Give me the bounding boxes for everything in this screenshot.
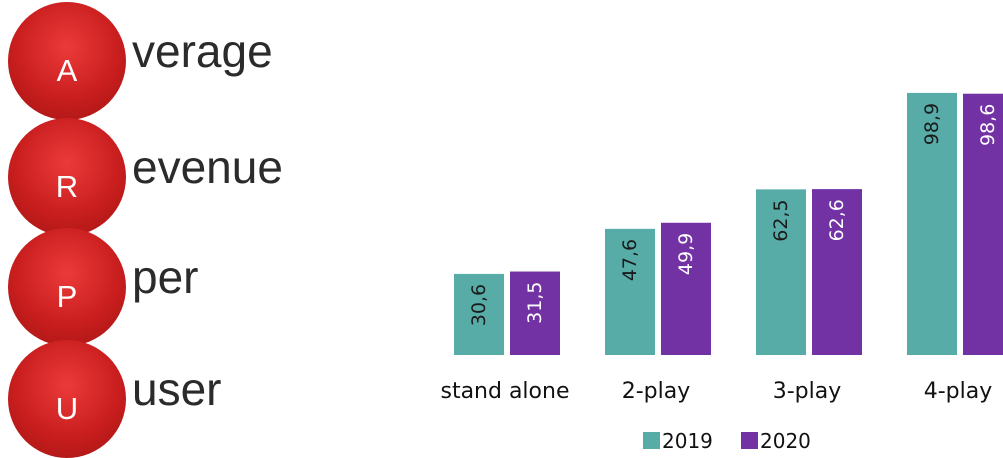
data-label: 98,9 [921, 103, 943, 145]
bar-2019-2 [756, 189, 806, 355]
category-label: 4-play [924, 379, 993, 404]
data-label: 98,6 [977, 104, 999, 146]
bar-2019-3 [907, 92, 957, 355]
acronym-word: verage [132, 25, 273, 77]
data-label: 62,6 [826, 199, 848, 241]
acronym-row-revenue: R evenue [8, 118, 388, 236]
acronym-row-user: U user [8, 340, 388, 458]
acronym-row-average: A verage [8, 2, 388, 120]
category-label: stand alone [440, 379, 569, 404]
letter-badge-u: U [8, 340, 126, 458]
data-label: 47,6 [619, 239, 641, 281]
acronym-row-per: P per [8, 228, 388, 346]
legend-swatch-2019 [643, 432, 660, 449]
data-label: 30,6 [468, 284, 490, 326]
badge-letter: A [56, 53, 78, 88]
bar-2020-3 [963, 93, 1003, 356]
letter-badge-r: R [8, 118, 126, 236]
badge-letter: P [56, 279, 78, 314]
letter-badge-a: A [8, 2, 126, 120]
badge-letter: R [55, 169, 79, 204]
data-label: 62,5 [770, 199, 792, 241]
legend-label: 2019 [662, 429, 713, 453]
acronym-word: user [132, 363, 222, 415]
letter-badge-p: P [8, 228, 126, 346]
bar-2019-1 [605, 228, 655, 355]
acronym-word: evenue [132, 141, 283, 193]
legend-label: 2020 [760, 429, 811, 453]
data-label: 31,5 [524, 282, 546, 324]
bar-2019-0 [454, 273, 504, 355]
category-label: 2-play [622, 379, 691, 404]
acronym-word: per [132, 251, 199, 303]
arpu-acronym: A verage R evenue P per U user [0, 0, 400, 458]
bar-2020-0 [510, 271, 560, 355]
badge-letter: U [55, 391, 79, 426]
category-label: 3-play [773, 379, 842, 404]
legend-swatch-2020 [741, 432, 758, 449]
data-label: 49,9 [675, 233, 697, 275]
bar-2020-1 [661, 222, 711, 355]
bar-2020-2 [812, 189, 862, 355]
